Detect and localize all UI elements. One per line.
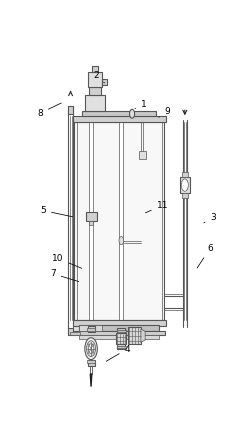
Text: 8: 8 <box>37 103 61 118</box>
Bar <box>102 79 107 85</box>
Bar <box>74 326 82 335</box>
Polygon shape <box>141 329 145 342</box>
Bar <box>87 326 94 332</box>
Text: 4: 4 <box>106 345 130 361</box>
Text: 1: 1 <box>135 100 147 109</box>
Text: 10: 10 <box>52 254 82 268</box>
Bar <box>87 360 94 366</box>
Circle shape <box>130 109 135 118</box>
Circle shape <box>85 338 97 360</box>
Bar <box>68 106 74 114</box>
Text: 9: 9 <box>159 107 170 117</box>
Bar <box>70 332 80 335</box>
Bar <box>89 122 93 320</box>
Bar <box>117 329 125 334</box>
Bar <box>82 111 156 115</box>
Bar <box>117 344 125 349</box>
Text: 11: 11 <box>145 201 168 213</box>
Circle shape <box>119 237 124 245</box>
Text: 7: 7 <box>50 270 79 281</box>
Bar <box>87 360 95 363</box>
Bar <box>117 330 126 332</box>
Bar <box>79 335 160 339</box>
Bar <box>182 172 188 177</box>
Polygon shape <box>90 374 92 387</box>
Text: 6: 6 <box>197 244 213 268</box>
Bar <box>86 212 97 221</box>
Bar <box>75 122 164 320</box>
Text: 5: 5 <box>40 206 73 217</box>
Bar <box>68 328 74 335</box>
Bar <box>89 221 93 225</box>
Bar <box>73 320 166 326</box>
Circle shape <box>87 341 96 357</box>
Bar <box>139 151 146 159</box>
Bar <box>87 72 102 87</box>
Bar <box>85 95 105 111</box>
Bar <box>73 115 166 122</box>
Bar <box>119 122 123 320</box>
Bar <box>180 177 190 193</box>
Bar <box>116 333 127 344</box>
Bar <box>79 325 160 331</box>
Bar <box>77 122 162 320</box>
Bar <box>87 328 95 330</box>
Bar <box>92 66 98 72</box>
Text: 3: 3 <box>204 213 216 223</box>
Bar <box>117 345 126 348</box>
Text: 2: 2 <box>93 71 105 83</box>
Circle shape <box>88 344 94 353</box>
Bar <box>79 325 102 331</box>
Bar <box>128 327 141 344</box>
Bar <box>182 193 188 198</box>
Circle shape <box>181 179 188 191</box>
Bar <box>74 330 165 335</box>
Bar <box>89 87 101 95</box>
